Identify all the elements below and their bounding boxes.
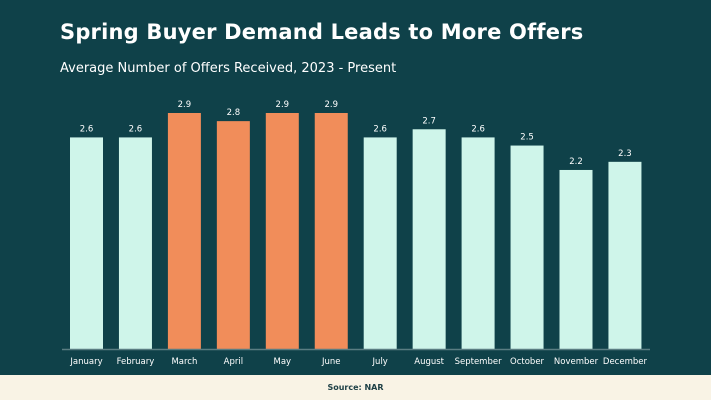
bar-december [608,161,642,349]
chart-subtitle: Average Number of Offers Received, 2023 … [60,61,397,76]
value-label-july: 2.6 [373,124,387,134]
value-label-october: 2.5 [520,133,534,143]
bars-layer [70,113,642,349]
x-tick-label-october: October [510,357,545,367]
x-tick-label-march: March [171,357,197,367]
bar-april [216,121,250,349]
value-label-may: 2.9 [276,100,290,110]
chart-title: Spring Buyer Demand Leads to More Offers [60,20,584,44]
bar-october [510,145,544,349]
value-label-september: 2.6 [471,124,485,134]
footer-bar: Source: NAR [0,375,711,400]
x-tick-label-february: February [117,357,155,367]
x-tick-labels-layer: January February March April May June July Augu… [69,357,647,367]
x-tick-label-april: April [224,357,243,367]
bar-chart: 2.6 2.6 2.9 2.8 2.9 2.9 2.6 2.7 2.6 2.5 2.2 2.3 Jan… [62,100,650,367]
x-tick-label-june: June [321,357,341,367]
bar-september [461,137,495,349]
value-label-april: 2.8 [227,108,241,118]
bar-january [70,137,103,349]
bar-august [412,129,446,349]
bar-march [167,113,201,349]
x-tick-label-december: December [603,357,648,367]
bar-may [265,113,299,349]
x-tick-label-september: September [455,357,502,367]
bar-june [314,113,348,349]
x-tick-label-january: January [69,357,102,367]
value-label-november: 2.2 [569,157,583,167]
x-tick-label-august: August [414,357,444,367]
x-tick-label-may: May [274,357,292,367]
value-label-january: 2.6 [80,124,94,134]
bar-november [559,169,593,349]
value-label-february: 2.6 [129,124,143,134]
x-tick-label-november: November [554,357,599,367]
value-label-august: 2.7 [422,116,436,126]
value-labels-layer: 2.6 2.6 2.9 2.8 2.9 2.9 2.6 2.7 2.6 2.5 2.2 2.3 [80,100,632,167]
value-label-december: 2.3 [618,149,632,159]
bar-february [118,137,152,349]
value-label-june: 2.9 [324,100,338,110]
value-label-march: 2.9 [178,100,192,110]
x-tick-label-july: July [372,357,388,367]
source-note: Source: NAR [327,383,384,392]
bar-july [363,137,397,349]
